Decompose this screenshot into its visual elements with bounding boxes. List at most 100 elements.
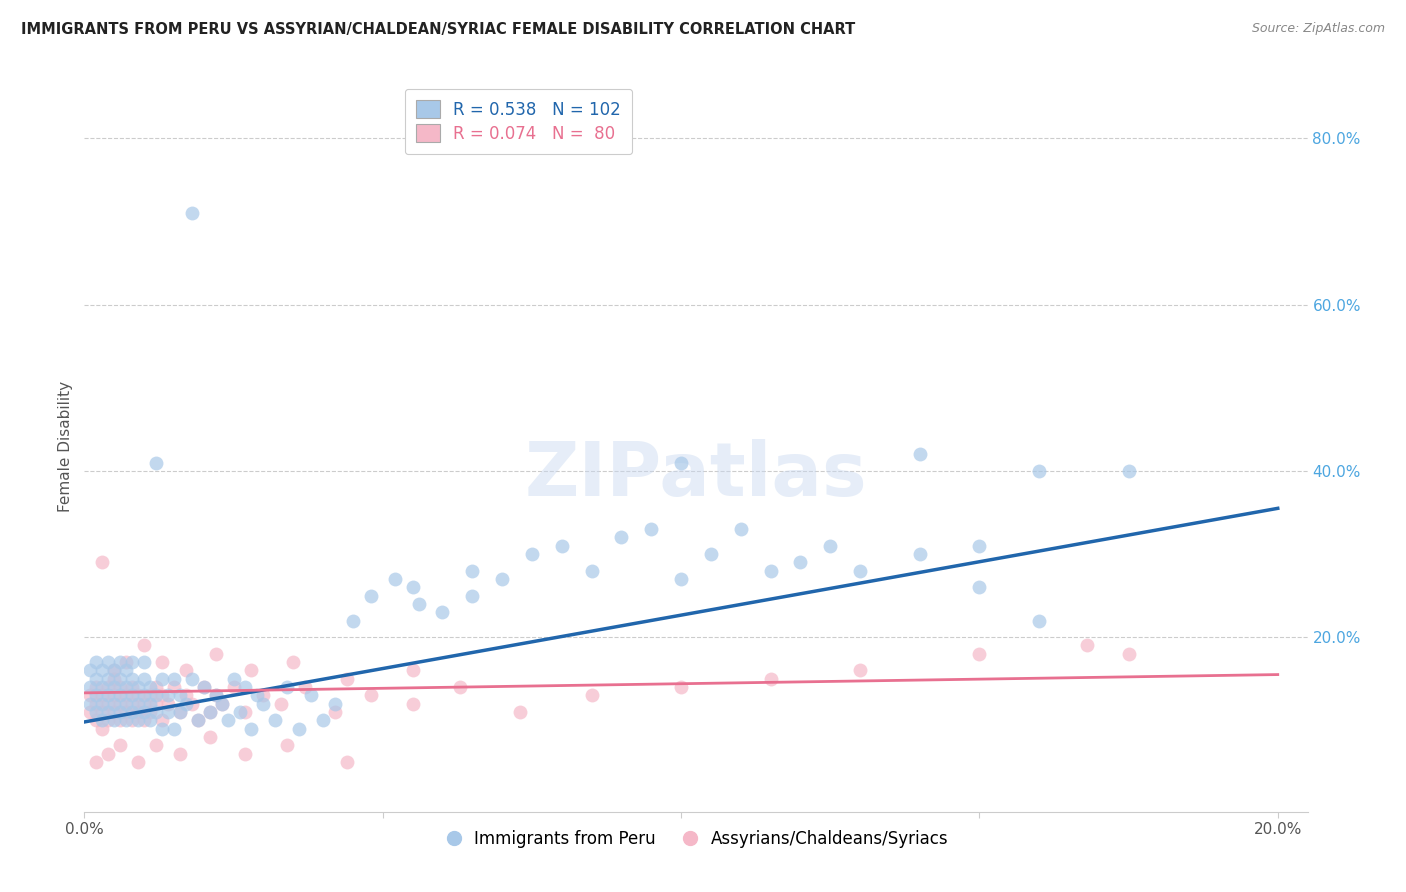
Point: [169, 705, 191, 719]
Point: [461, 564, 484, 578]
Point: [150, 722, 173, 736]
Point: [187, 714, 209, 728]
Point: [127, 714, 149, 728]
Point: [84, 705, 107, 719]
Point: [115, 664, 138, 678]
Point: [121, 689, 143, 703]
Point: [283, 655, 305, 669]
Point: [121, 714, 143, 728]
Point: [174, 664, 197, 678]
Point: [222, 680, 245, 694]
Point: [581, 689, 603, 703]
Point: [187, 714, 209, 728]
Point: [108, 738, 131, 752]
Point: [127, 697, 149, 711]
Point: [84, 672, 107, 686]
Point: [127, 705, 149, 719]
Point: [115, 689, 138, 703]
Text: Source: ZipAtlas.com: Source: ZipAtlas.com: [1251, 22, 1385, 36]
Point: [908, 447, 931, 461]
Point: [132, 697, 155, 711]
Point: [174, 697, 197, 711]
Point: [1118, 464, 1140, 478]
Point: [150, 714, 173, 728]
Point: [169, 689, 191, 703]
Point: [401, 664, 423, 678]
Point: [312, 714, 335, 728]
Point: [115, 655, 138, 669]
Point: [1028, 464, 1050, 478]
Point: [150, 689, 173, 703]
Point: [461, 589, 484, 603]
Point: [156, 689, 179, 703]
Point: [91, 705, 114, 719]
Point: [103, 664, 125, 678]
Point: [204, 647, 226, 661]
Point: [669, 680, 692, 694]
Point: [132, 714, 155, 728]
Point: [84, 689, 107, 703]
Point: [79, 680, 101, 694]
Point: [115, 714, 138, 728]
Point: [294, 680, 316, 694]
Point: [79, 697, 101, 711]
Point: [759, 672, 782, 686]
Point: [336, 755, 359, 769]
Point: [759, 564, 782, 578]
Point: [520, 547, 543, 561]
Point: [252, 689, 274, 703]
Point: [323, 705, 346, 719]
Point: [115, 697, 138, 711]
Point: [127, 680, 149, 694]
Point: [91, 697, 114, 711]
Point: [1076, 639, 1098, 653]
Y-axis label: Female Disability: Female Disability: [58, 380, 73, 512]
Point: [121, 697, 143, 711]
Point: [84, 755, 107, 769]
Point: [108, 672, 131, 686]
Legend: Immigrants from Peru, Assyrians/Chaldeans/Syriacs: Immigrants from Peru, Assyrians/Chaldean…: [437, 823, 955, 855]
Point: [432, 605, 454, 619]
Point: [103, 672, 125, 686]
Point: [264, 714, 287, 728]
Point: [235, 747, 257, 761]
Point: [97, 747, 120, 761]
Point: [969, 580, 991, 594]
Point: [156, 705, 179, 719]
Point: [145, 680, 167, 694]
Point: [132, 705, 155, 719]
Point: [84, 655, 107, 669]
Point: [121, 655, 143, 669]
Point: [169, 705, 191, 719]
Point: [336, 672, 359, 686]
Point: [228, 705, 250, 719]
Point: [103, 697, 125, 711]
Point: [235, 705, 257, 719]
Point: [669, 456, 692, 470]
Point: [150, 672, 173, 686]
Point: [270, 697, 292, 711]
Point: [174, 689, 197, 703]
Point: [103, 689, 125, 703]
Point: [139, 697, 162, 711]
Point: [97, 705, 120, 719]
Point: [969, 647, 991, 661]
Point: [91, 689, 114, 703]
Point: [180, 672, 202, 686]
Point: [360, 589, 382, 603]
Point: [97, 689, 120, 703]
Point: [323, 697, 346, 711]
Point: [198, 705, 221, 719]
Point: [132, 655, 155, 669]
Point: [84, 697, 107, 711]
Point: [246, 689, 269, 703]
Point: [384, 572, 406, 586]
Point: [222, 672, 245, 686]
Point: [288, 722, 311, 736]
Point: [97, 714, 120, 728]
Point: [108, 705, 131, 719]
Point: [204, 689, 226, 703]
Point: [79, 689, 101, 703]
Point: [252, 697, 274, 711]
Point: [491, 572, 513, 586]
